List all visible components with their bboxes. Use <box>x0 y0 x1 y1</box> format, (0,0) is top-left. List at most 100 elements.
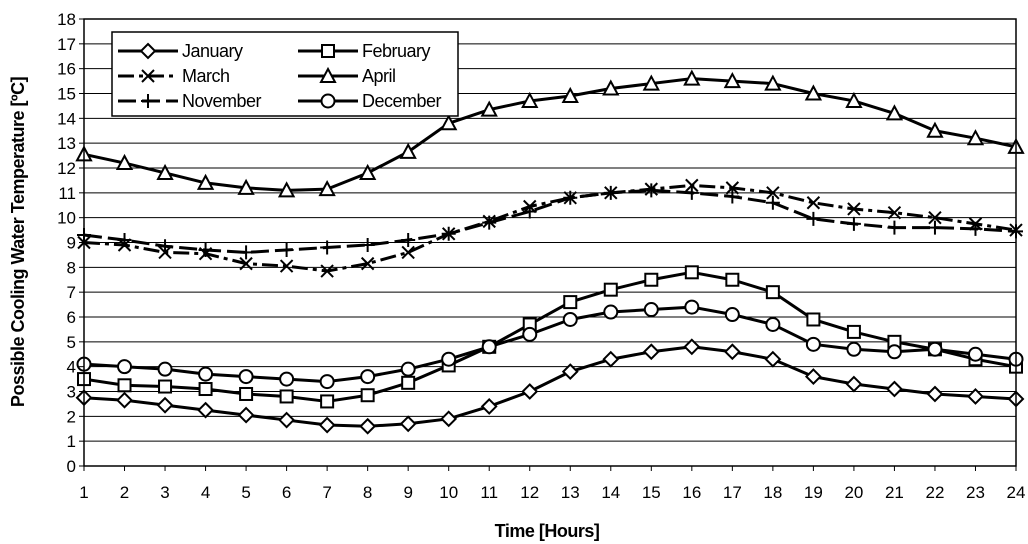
point-march <box>360 256 375 271</box>
point-december <box>765 316 781 332</box>
point-january <box>278 411 296 429</box>
x-tick-label: 23 <box>966 483 985 502</box>
point-december <box>238 369 254 385</box>
point-february <box>684 265 699 280</box>
series-january <box>75 338 1025 435</box>
point-december <box>157 361 173 377</box>
point-november <box>846 216 861 231</box>
x-tick-label: 15 <box>642 483 661 502</box>
point-april <box>885 104 904 121</box>
point-january <box>480 397 498 415</box>
point-december <box>886 344 902 360</box>
point-november <box>522 204 537 219</box>
point-december <box>198 366 214 382</box>
point-november <box>198 242 213 257</box>
y-tick-label: 1 <box>67 432 76 451</box>
point-december <box>522 326 538 342</box>
series-line-december <box>83 305 1017 384</box>
point-january <box>886 380 903 398</box>
plot-frame <box>83 18 1017 467</box>
series-line-january <box>83 345 1017 428</box>
point-january <box>237 406 255 424</box>
legend-item-april: April <box>298 66 396 86</box>
point-november <box>968 221 983 236</box>
series-april <box>75 69 1025 198</box>
y-tick-label: 14 <box>57 109 76 128</box>
x-tick-label: 11 <box>480 483 498 502</box>
point-april <box>480 100 498 117</box>
legend-item-january: January <box>118 41 244 61</box>
x-tick-label: 7 <box>322 483 331 502</box>
x-tick-label: 13 <box>561 483 580 502</box>
point-february <box>320 394 335 409</box>
point-january <box>602 350 620 368</box>
point-november <box>563 190 578 205</box>
point-december <box>319 374 335 390</box>
point-december <box>117 359 133 375</box>
series-lines <box>75 69 1025 435</box>
point-november <box>725 189 740 204</box>
point-april <box>399 142 417 159</box>
y-tick-label: 16 <box>57 60 76 79</box>
y-tick-label: 8 <box>67 258 76 277</box>
point-april <box>318 179 336 197</box>
legend-marker-january <box>139 42 157 60</box>
point-march <box>725 181 740 195</box>
point-january <box>399 415 417 433</box>
legend-item-february: February <box>298 41 431 61</box>
y-tick-label: 10 <box>57 209 76 228</box>
point-march <box>766 186 780 200</box>
legend-label-december: December <box>362 91 442 111</box>
legend-label-april: April <box>362 66 396 86</box>
point-march <box>887 205 902 220</box>
point-december <box>562 311 578 327</box>
point-april <box>521 91 539 108</box>
y-tick-label: 9 <box>67 234 76 253</box>
point-december <box>603 304 619 320</box>
x-axis-ticks: 1 2 3 4 5 6 7 8 9 10 11 12 13 14 15 16 17 18 19 20 21 22 23 24 <box>79 466 1025 502</box>
point-january <box>440 410 458 428</box>
point-february <box>117 378 132 393</box>
legend-label-november: November <box>182 91 262 111</box>
x-tick-label: 18 <box>763 483 782 502</box>
point-november <box>279 242 294 257</box>
point-november <box>644 183 659 198</box>
x-tick-label: 20 <box>844 483 863 502</box>
point-november <box>360 237 375 252</box>
legend-marker-december <box>320 93 336 109</box>
point-november <box>927 220 942 235</box>
series-line-november <box>83 188 1017 254</box>
y-axis-title: Possible Cooling Water Temperature [ºC] <box>8 77 28 407</box>
x-axis-title: Time [Hours] <box>495 521 600 541</box>
series-november <box>77 183 1023 260</box>
y-tick-label: 5 <box>67 333 76 352</box>
point-november <box>765 195 780 210</box>
y-tick-label: 18 <box>57 10 76 29</box>
point-march <box>928 210 942 225</box>
legend-marker-march <box>141 69 155 83</box>
point-april <box>926 121 944 138</box>
point-january <box>359 417 377 435</box>
point-december <box>846 341 862 357</box>
series-december <box>76 299 1024 390</box>
point-january <box>318 416 336 434</box>
point-january <box>116 391 133 409</box>
point-february <box>765 285 780 300</box>
point-february <box>401 375 416 390</box>
x-tick-label: 14 <box>601 483 620 502</box>
point-april <box>845 91 863 108</box>
y-tick-label: 11 <box>58 184 76 203</box>
x-tick-label: 17 <box>723 483 742 502</box>
point-april <box>764 74 782 91</box>
y-tick-label: 0 <box>67 457 76 476</box>
point-april <box>440 114 458 131</box>
point-december <box>927 341 943 357</box>
legend-marker-november <box>141 94 155 108</box>
point-november <box>158 239 173 254</box>
point-april <box>804 84 823 101</box>
point-april <box>966 129 985 146</box>
point-april <box>237 178 255 195</box>
x-tick-label: 10 <box>439 483 458 502</box>
